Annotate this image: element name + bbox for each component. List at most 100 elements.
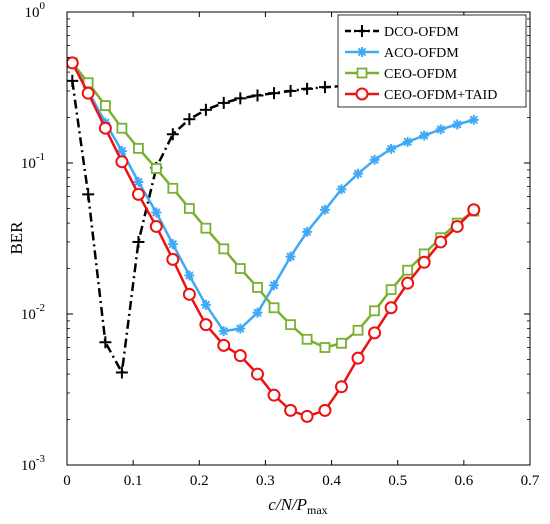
series-line xyxy=(71,80,359,374)
data-point xyxy=(149,219,163,233)
y-tick-label: 10-1 xyxy=(21,151,45,172)
data-point xyxy=(452,119,463,130)
data-point xyxy=(131,187,145,201)
data-point xyxy=(334,380,348,394)
y-tick-label: 10-2 xyxy=(21,302,45,323)
y-tick-exponent: -2 xyxy=(36,302,45,314)
data-point xyxy=(82,188,95,201)
data-point xyxy=(167,182,179,194)
data-point xyxy=(319,342,331,353)
y-tick-base: 10 xyxy=(21,307,36,323)
y-tick-label: 100 xyxy=(25,0,46,21)
legend-item: DCO-OFDM xyxy=(345,25,459,40)
data-point xyxy=(167,239,178,250)
data-point xyxy=(116,122,128,134)
data-point xyxy=(368,326,382,340)
data-point xyxy=(234,92,247,105)
data-point xyxy=(301,82,314,95)
legend-swatch-marker xyxy=(355,87,369,101)
data-point xyxy=(467,203,481,217)
y-tick-exponent: -1 xyxy=(36,151,45,163)
data-point xyxy=(234,263,246,274)
data-point xyxy=(318,403,332,417)
data-point xyxy=(284,403,298,417)
data-point xyxy=(301,333,313,345)
data-point xyxy=(401,276,415,290)
x-axis: 0 0.1 0.2 0.3 0.4 0.5 0.6 0.7 xyxy=(63,12,540,489)
data-point xyxy=(435,124,446,135)
legend-swatch-marker xyxy=(357,47,367,57)
data-point xyxy=(267,388,281,402)
data-point xyxy=(233,349,247,363)
series-line xyxy=(71,62,475,418)
data-point xyxy=(419,130,430,141)
data-point xyxy=(386,143,397,154)
data-point xyxy=(319,204,330,215)
data-point xyxy=(284,84,297,97)
data-point xyxy=(385,284,397,296)
data-point xyxy=(99,100,111,111)
x-axis-label-subscript: max xyxy=(307,503,328,517)
data-point xyxy=(217,338,231,352)
data-point xyxy=(369,154,380,165)
legend-label: ACO-OFDM xyxy=(384,46,459,61)
data-point xyxy=(351,351,365,365)
data-point xyxy=(417,255,431,269)
legend-item: ACO-OFDM xyxy=(345,46,459,61)
data-point xyxy=(251,89,264,102)
data-point xyxy=(235,323,246,334)
x-tick-label: 0.4 xyxy=(322,473,341,489)
x-tick-label: 0 xyxy=(63,473,71,489)
data-point xyxy=(133,142,144,154)
legend-label: CEO-OFDM+TAID xyxy=(384,88,497,103)
legend-item: CEO-OFDM xyxy=(345,67,458,82)
legend: DCO-OFDM ACO-OFDM CEO-OFDM CEO-OFDM+TAID xyxy=(337,14,527,108)
series-dco-ofdm xyxy=(67,74,365,379)
data-point xyxy=(115,155,129,169)
data-point xyxy=(182,287,196,301)
data-point xyxy=(302,226,313,237)
data-point xyxy=(285,319,296,331)
data-point xyxy=(353,168,364,179)
data-point xyxy=(268,87,281,100)
data-point xyxy=(300,409,314,423)
y-tick-base: 10 xyxy=(21,458,36,474)
data-point xyxy=(318,81,331,94)
x-axis-label-main: c/N/P xyxy=(268,495,307,514)
data-point xyxy=(183,113,196,126)
data-point xyxy=(183,203,195,214)
x-axis-label: c/N/Pmax xyxy=(268,495,327,517)
data-point xyxy=(218,326,229,337)
data-point xyxy=(218,243,230,255)
data-point xyxy=(199,318,213,332)
data-point xyxy=(67,74,79,87)
data-point xyxy=(352,324,364,336)
data-point xyxy=(81,86,95,100)
data-point xyxy=(217,96,230,109)
y-tick-exponent: 0 xyxy=(40,0,46,12)
series-layer xyxy=(67,56,481,423)
y-tick-base: 10 xyxy=(25,5,40,21)
data-point xyxy=(99,336,112,349)
data-point xyxy=(285,251,296,262)
data-point xyxy=(151,207,162,218)
legend-swatch-marker xyxy=(356,25,368,37)
y-tick-base: 10 xyxy=(21,156,36,172)
data-point xyxy=(250,367,264,381)
x-tick-label: 0.1 xyxy=(124,473,143,489)
data-point xyxy=(200,299,211,310)
data-point xyxy=(252,282,263,293)
x-tick-label: 0.3 xyxy=(256,473,275,489)
y-tick-exponent: -3 xyxy=(36,453,46,465)
data-point xyxy=(166,128,179,141)
data-point xyxy=(402,264,414,276)
data-point xyxy=(336,184,347,195)
data-point xyxy=(450,219,464,233)
data-point xyxy=(133,176,144,187)
legend-label: CEO-OFDM xyxy=(384,67,458,82)
data-point xyxy=(184,270,195,281)
data-point xyxy=(116,146,127,157)
data-point xyxy=(252,307,263,318)
